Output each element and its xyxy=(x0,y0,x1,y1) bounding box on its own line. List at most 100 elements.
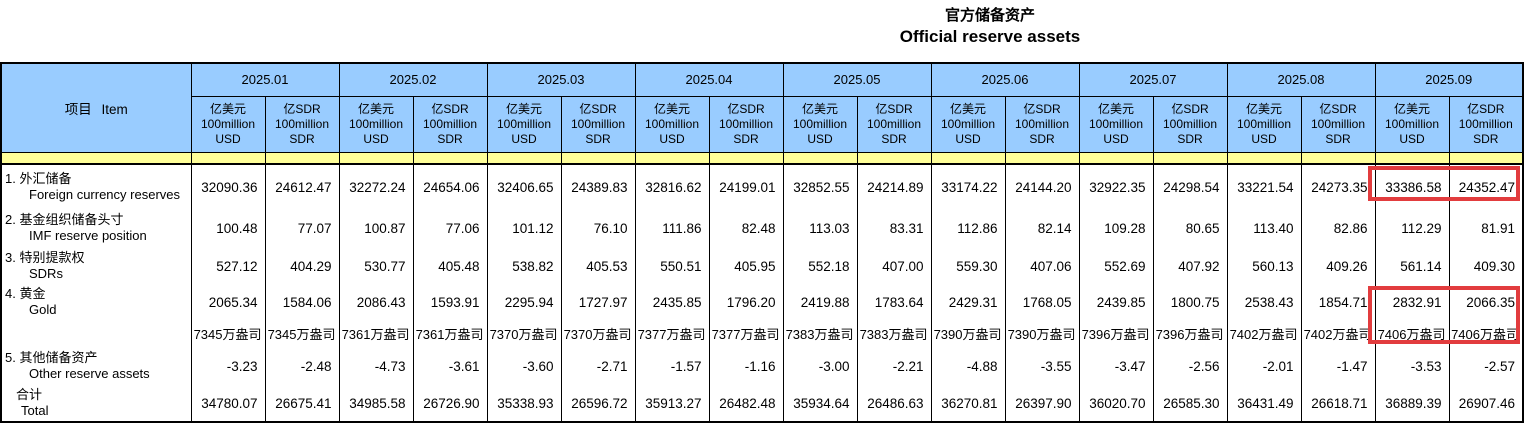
unit-header-usd-line: USD xyxy=(1251,131,1277,146)
unit-header-usd-line: 100million xyxy=(1236,116,1292,131)
value-cell: 24273.35 xyxy=(1300,164,1375,209)
value-cell: 7370万盎司 xyxy=(560,319,635,347)
band-cell xyxy=(708,152,783,165)
value-cell: 530.77 xyxy=(338,247,413,285)
value-cell: 550.51 xyxy=(634,247,709,285)
value-cell: 26618.71 xyxy=(1300,385,1375,422)
value-cell: 24144.20 xyxy=(1004,164,1079,209)
value-cell: 2832.91 xyxy=(1374,285,1449,319)
unit-header-sdr: 亿SDR 100million SDR xyxy=(1004,96,1079,153)
unit-header-sdr: 亿SDR 100million SDR xyxy=(264,96,339,153)
value-cell: 2086.43 xyxy=(338,285,413,319)
value-cell: 33174.22 xyxy=(930,164,1005,209)
unit-header-sdr-line: 亿SDR xyxy=(1023,101,1061,116)
row-label-en: IMF reserve position xyxy=(29,228,147,243)
value-cell: 552.18 xyxy=(782,247,857,285)
row-label-en: Gold xyxy=(29,302,57,317)
value-cell: 7370万盎司 xyxy=(486,319,561,347)
value-cell: 7396万盎司 xyxy=(1078,319,1153,347)
value-cell: -2.48 xyxy=(264,347,339,385)
value-cell: 33386.58 xyxy=(1374,164,1449,209)
value-cell: 24199.01 xyxy=(708,164,783,209)
unit-header-usd-line: 亿美元 xyxy=(357,101,394,116)
item-column-header: 项目 Item xyxy=(1,63,192,153)
value-cell: 24612.47 xyxy=(264,164,339,209)
band-cell xyxy=(486,152,561,165)
value-cell: 409.30 xyxy=(1448,247,1523,285)
unit-header-sdr: 亿SDR 100million SDR xyxy=(1300,96,1375,153)
band-cell xyxy=(264,152,339,165)
value-cell: 1800.75 xyxy=(1152,285,1227,319)
value-cell: 527.12 xyxy=(190,247,265,285)
value-cell: -2.21 xyxy=(856,347,931,385)
unit-header-usd-line: 100million xyxy=(940,116,996,131)
row-label-zh: 4. 黄金 xyxy=(5,286,46,301)
value-cell: 26397.90 xyxy=(1004,385,1079,422)
value-cell: 407.06 xyxy=(1004,247,1079,285)
value-cell: -2.01 xyxy=(1226,347,1301,385)
unit-header-usd: 亿美元 100million USD xyxy=(1374,96,1449,153)
unit-header-sdr-line: 亿SDR xyxy=(579,101,617,116)
value-cell: 100.87 xyxy=(338,209,413,247)
value-cell: 24352.47 xyxy=(1448,164,1523,209)
unit-header-sdr-line: SDR xyxy=(289,131,315,146)
band-cell xyxy=(0,152,191,165)
row-label: 3. 特别提款权 SDRs xyxy=(1,247,192,285)
unit-header-usd: 亿美元 100million USD xyxy=(190,96,265,153)
unit-header-usd: 亿美元 100million USD xyxy=(634,96,709,153)
value-cell: 407.00 xyxy=(856,247,931,285)
value-cell: 7396万盎司 xyxy=(1152,319,1227,347)
value-cell: -3.61 xyxy=(412,347,487,385)
row-label-en: SDRs xyxy=(29,266,63,281)
value-cell: 24389.83 xyxy=(560,164,635,209)
unit-header-usd-line: 100million xyxy=(644,116,700,131)
value-cell: 26907.46 xyxy=(1448,385,1523,422)
value-cell: 35913.27 xyxy=(634,385,709,422)
unit-header-sdr: 亿SDR 100million SDR xyxy=(560,96,635,153)
unit-header-usd-line: 100million xyxy=(348,116,404,131)
value-cell: 404.29 xyxy=(264,247,339,285)
unit-header-usd-line: USD xyxy=(955,131,981,146)
value-cell: 2295.94 xyxy=(486,285,561,319)
unit-header-sdr-line: 亿SDR xyxy=(875,101,913,116)
value-cell: 26482.48 xyxy=(708,385,783,422)
value-cell: 36889.39 xyxy=(1374,385,1449,422)
value-cell: 2439.85 xyxy=(1078,285,1153,319)
value-cell: 405.95 xyxy=(708,247,783,285)
value-cell: 1854.71 xyxy=(1300,285,1375,319)
value-cell: 80.65 xyxy=(1152,209,1227,247)
value-cell: 34985.58 xyxy=(338,385,413,422)
row-label-zh: 合计 xyxy=(16,387,43,402)
value-cell: 7361万盎司 xyxy=(412,319,487,347)
unit-header-sdr-line: 100million xyxy=(1310,116,1366,131)
unit-header-sdr-line: 亿SDR xyxy=(1171,101,1209,116)
unit-header-usd-line: 亿美元 xyxy=(1393,101,1430,116)
unit-header-usd-line: USD xyxy=(215,131,241,146)
unit-header-sdr-line: SDR xyxy=(1177,131,1203,146)
unit-header-usd: 亿美元 100million USD xyxy=(1226,96,1301,153)
unit-header-sdr-line: 100million xyxy=(570,116,626,131)
value-cell: 32406.65 xyxy=(486,164,561,209)
unit-header-usd-line: 亿美元 xyxy=(1245,101,1282,116)
row-label: 2. 基金组织储备头寸 IMF reserve position xyxy=(1,209,192,247)
value-cell: 7383万盎司 xyxy=(856,319,931,347)
value-cell: 26585.30 xyxy=(1152,385,1227,422)
unit-header-usd-line: USD xyxy=(807,131,833,146)
unit-header-usd-line: 亿美元 xyxy=(209,101,246,116)
month-header: 2025.04 xyxy=(634,63,783,97)
row-label-en: Total xyxy=(21,403,49,418)
unit-header-sdr: 亿SDR 100million SDR xyxy=(708,96,783,153)
band-cell xyxy=(412,152,487,165)
value-cell: 2538.43 xyxy=(1226,285,1301,319)
value-cell: 7345万盎司 xyxy=(190,319,265,347)
value-cell: 81.91 xyxy=(1448,209,1523,247)
value-cell: 34780.07 xyxy=(190,385,265,422)
unit-header-sdr-line: 亿SDR xyxy=(1319,101,1357,116)
value-cell: 7377万盎司 xyxy=(634,319,709,347)
value-cell: 1593.91 xyxy=(412,285,487,319)
value-cell: 26596.72 xyxy=(560,385,635,422)
unit-header-usd-line: 亿美元 xyxy=(801,101,838,116)
value-cell: 32816.62 xyxy=(634,164,709,209)
unit-header-sdr-line: SDR xyxy=(1473,131,1499,146)
value-cell: -4.73 xyxy=(338,347,413,385)
